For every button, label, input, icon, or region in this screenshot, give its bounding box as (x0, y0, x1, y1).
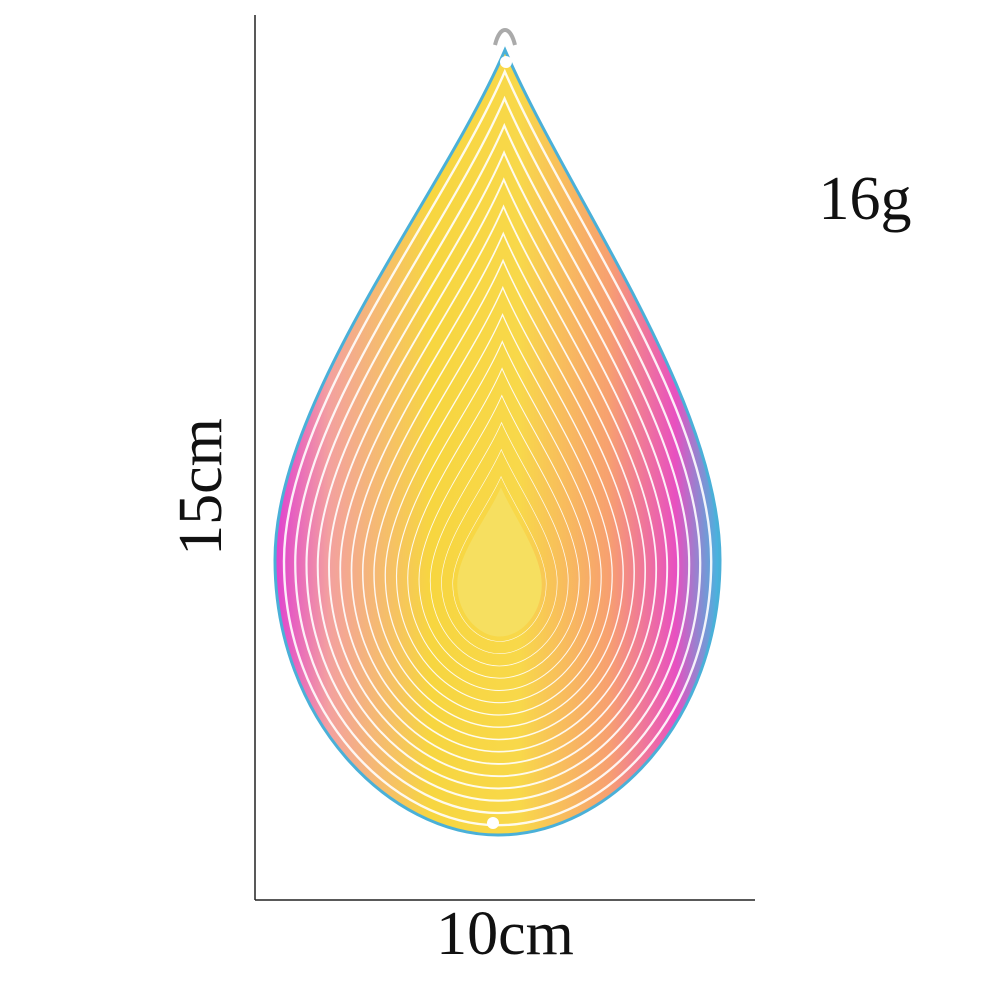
teardrop-spinner (273, 28, 722, 837)
height-label: 15cm (167, 418, 235, 556)
width-label: 10cm (436, 900, 574, 968)
weight-label: 16g (819, 165, 912, 233)
